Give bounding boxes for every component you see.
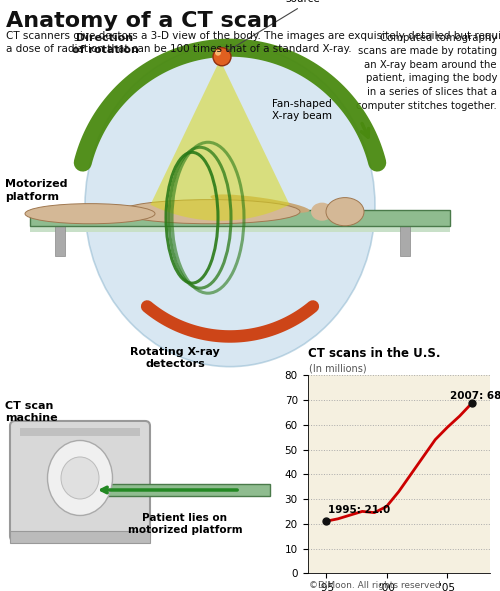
- Ellipse shape: [210, 194, 310, 213]
- Bar: [60, 484, 270, 496]
- Ellipse shape: [61, 457, 99, 499]
- Text: Computed tomography
scans are made by rotating
an X-ray beam around the
patient,: Computed tomography scans are made by ro…: [356, 33, 497, 111]
- Polygon shape: [150, 60, 290, 220]
- Text: CT scan
machine: CT scan machine: [5, 401, 58, 423]
- Ellipse shape: [213, 48, 231, 66]
- Bar: [30, 210, 450, 226]
- Ellipse shape: [120, 200, 300, 224]
- Text: Direction
of rotation: Direction of rotation: [72, 33, 138, 55]
- Ellipse shape: [215, 50, 221, 56]
- Ellipse shape: [48, 440, 112, 515]
- Bar: [55, 226, 65, 256]
- FancyBboxPatch shape: [10, 421, 150, 541]
- Text: 1995: 21.0: 1995: 21.0: [328, 505, 390, 515]
- Text: CT scans in the U.S.: CT scans in the U.S.: [308, 348, 440, 361]
- Bar: [10, 531, 150, 543]
- Bar: [30, 224, 450, 232]
- Bar: [20, 428, 140, 436]
- Ellipse shape: [85, 45, 375, 366]
- Text: 2007: 68.7: 2007: 68.7: [450, 391, 500, 401]
- Text: (In millions): (In millions): [309, 363, 366, 374]
- Text: Anatomy of a CT scan: Anatomy of a CT scan: [6, 11, 278, 31]
- Ellipse shape: [25, 204, 155, 224]
- Bar: [400, 226, 410, 256]
- Text: Rotating X-ray
source: Rotating X-ray source: [228, 0, 360, 51]
- Ellipse shape: [311, 203, 333, 221]
- Text: ©D'Moon. All rights reserved: ©D'Moon. All rights reserved: [309, 581, 441, 590]
- Text: CT scanners give doctors a 3-D view of the body. The images are exquisitely deta: CT scanners give doctors a 3-D view of t…: [6, 31, 500, 54]
- Text: Patient lies on
motorized platform: Patient lies on motorized platform: [128, 513, 242, 535]
- Text: Motorized
platform: Motorized platform: [5, 179, 68, 202]
- Ellipse shape: [326, 197, 364, 226]
- Text: Rotating X-ray
detectors: Rotating X-ray detectors: [130, 346, 220, 369]
- Text: Fan-shaped
X-ray beam: Fan-shaped X-ray beam: [272, 99, 332, 121]
